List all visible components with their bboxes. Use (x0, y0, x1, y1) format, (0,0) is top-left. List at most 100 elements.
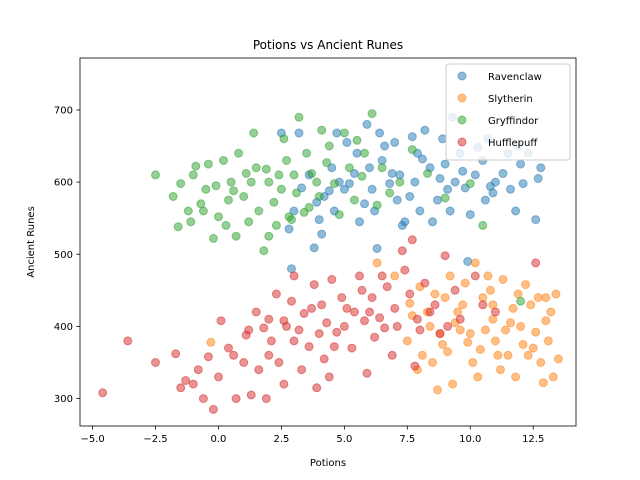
data-point (395, 177, 405, 187)
data-point (407, 145, 417, 155)
data-point (264, 314, 274, 324)
data-point (274, 358, 284, 367)
data-point (226, 177, 236, 187)
x-tick-label: −2.5 (143, 434, 167, 445)
data-point (445, 206, 455, 216)
data-point (337, 293, 347, 303)
data-point (206, 337, 216, 347)
data-point (214, 372, 223, 382)
data-point (415, 325, 425, 335)
data-point (329, 342, 339, 352)
data-point (445, 271, 455, 281)
data-point (349, 307, 359, 317)
data-point (412, 314, 422, 324)
data-point (433, 195, 442, 205)
data-point (279, 134, 289, 144)
data-point (490, 336, 500, 346)
data-point (541, 316, 551, 326)
data-point (440, 159, 450, 169)
data-point (430, 289, 440, 299)
data-point (392, 321, 402, 331)
data-point (503, 350, 513, 360)
data-point (294, 325, 304, 335)
series-hufflepuff (98, 235, 541, 414)
data-point (349, 169, 359, 178)
data-point (151, 358, 160, 367)
data-point (314, 192, 324, 201)
data-point (314, 329, 324, 339)
data-point (440, 193, 450, 203)
data-point (367, 184, 377, 194)
data-point (239, 358, 249, 367)
data-point (365, 307, 374, 317)
data-point (365, 163, 374, 173)
x-tick-label: 5.0 (336, 434, 352, 445)
legend-label: Gryffindor (488, 116, 539, 127)
data-point (304, 342, 314, 352)
data-point (309, 243, 319, 253)
data-point (360, 316, 369, 326)
data-point (352, 148, 362, 158)
data-point (342, 303, 352, 313)
data-point (274, 170, 284, 180)
data-point (289, 206, 299, 216)
legend-label: Ravenclaw (488, 72, 542, 83)
legend-label: Slytherin (488, 94, 533, 105)
data-point (533, 293, 543, 303)
data-point (231, 231, 241, 241)
data-point (490, 307, 500, 317)
data-point (234, 148, 244, 158)
data-point (188, 379, 198, 389)
data-point (344, 163, 354, 173)
data-point (443, 347, 453, 357)
data-point (317, 229, 327, 239)
data-point (443, 321, 453, 331)
data-point (198, 206, 208, 216)
data-point (470, 271, 480, 281)
data-point (498, 169, 508, 178)
y-axis-label: Ancient Runes (26, 206, 37, 278)
data-point (264, 350, 274, 360)
data-point (229, 350, 239, 360)
data-point (183, 206, 193, 216)
data-point (292, 188, 301, 198)
data-point (259, 323, 269, 333)
data-point (420, 278, 430, 288)
data-point (407, 235, 417, 245)
data-point (400, 265, 410, 275)
data-point (506, 184, 515, 194)
data-point (533, 174, 543, 183)
data-point (362, 368, 372, 378)
data-point (266, 336, 276, 346)
data-point (508, 303, 518, 313)
data-point (208, 404, 218, 414)
data-point (475, 345, 485, 354)
data-point (211, 181, 221, 191)
y-tick-label: 300 (54, 394, 73, 405)
data-point (224, 343, 233, 353)
data-point (511, 372, 521, 382)
data-point (528, 343, 538, 353)
data-point (332, 327, 342, 337)
legend-box (445, 63, 571, 161)
data-point (410, 361, 420, 371)
data-point (289, 336, 299, 346)
data-point (254, 365, 264, 375)
data-point (468, 358, 478, 367)
points-layer (98, 109, 563, 414)
series-gryffindor (151, 109, 526, 306)
x-axis-ticks: −5.0 −2.5 0.0 2.5 5.0 7.5 10.0 12.5 (80, 426, 544, 445)
data-point (264, 177, 274, 187)
data-point (372, 244, 382, 253)
data-point (324, 141, 334, 151)
data-point (176, 179, 186, 189)
data-point (332, 128, 342, 138)
data-point (203, 159, 213, 169)
data-point (478, 300, 488, 310)
data-point (465, 210, 475, 220)
data-point (402, 336, 412, 346)
x-tick-label: 2.5 (273, 434, 289, 445)
data-point (224, 195, 233, 205)
data-point (216, 316, 226, 326)
